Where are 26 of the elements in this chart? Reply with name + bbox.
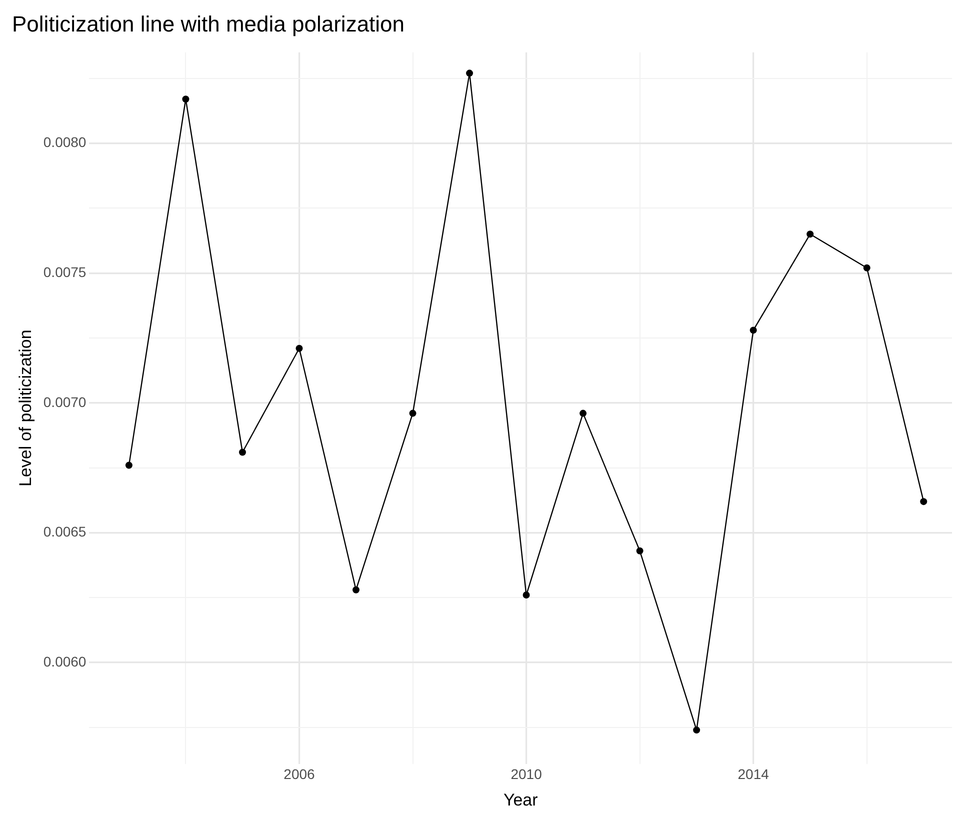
y-axis-title: Level of politicization: [16, 330, 35, 487]
point: [466, 70, 474, 77]
point: [750, 326, 757, 334]
x-tick-label: 2014: [738, 766, 770, 782]
x-tick-label: 2006: [284, 766, 316, 782]
point: [580, 410, 587, 417]
y-tick-label: 0.0060: [43, 653, 86, 670]
point: [806, 230, 814, 238]
x-tick-label: 2010: [510, 766, 542, 782]
point: [125, 462, 132, 469]
point: [636, 547, 644, 554]
y-tick-label: 0.0070: [43, 394, 86, 410]
y-tick-label: 0.0075: [43, 264, 86, 280]
y-tick-label: 0.0065: [43, 524, 86, 540]
point: [182, 96, 190, 103]
point: [920, 498, 928, 506]
point: [352, 586, 360, 594]
chart-title: Politicization line with media polarization: [12, 11, 405, 36]
y-tick-label: 0.0080: [43, 134, 86, 150]
point: [409, 410, 416, 417]
point: [693, 726, 700, 734]
point: [863, 264, 870, 272]
point: [296, 344, 303, 352]
x-axis-title: Year: [503, 790, 538, 810]
point: [522, 592, 530, 599]
point: [238, 448, 246, 456]
